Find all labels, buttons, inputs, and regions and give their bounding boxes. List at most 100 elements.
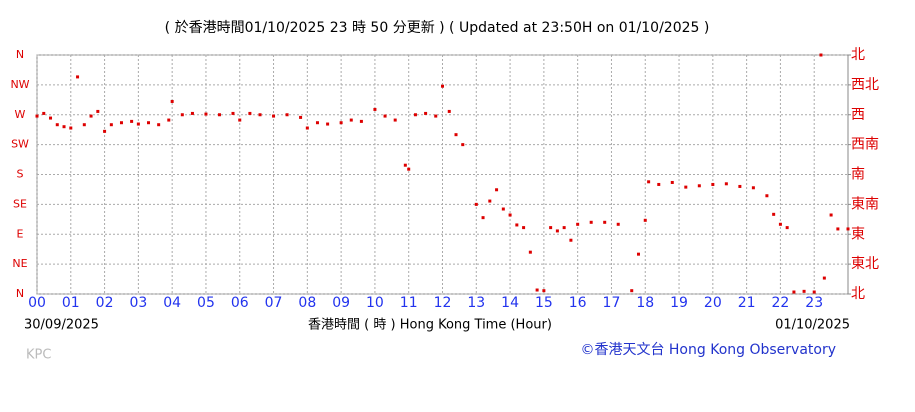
y-tick-label: N <box>16 287 24 300</box>
point <box>549 226 553 230</box>
x-tick-label: 05 <box>197 295 215 311</box>
point <box>42 111 46 115</box>
point <box>55 123 59 127</box>
y2-tick-label: 西南 <box>851 137 879 153</box>
point <box>157 123 161 127</box>
point <box>515 223 519 227</box>
x-tick-label: 22 <box>772 295 790 311</box>
point <box>103 129 107 133</box>
point <box>82 123 86 127</box>
point <box>792 290 796 294</box>
y2-tick-label: 南 <box>851 167 865 183</box>
point <box>413 113 417 117</box>
point <box>636 252 640 256</box>
y-tick-label: NE <box>12 257 27 270</box>
station-code: KPC <box>26 348 51 363</box>
point <box>89 114 93 118</box>
point <box>836 227 840 231</box>
point <box>711 182 715 186</box>
x-tick-label: 03 <box>129 295 147 311</box>
point <box>170 99 174 103</box>
point <box>751 186 755 190</box>
point <box>822 276 826 280</box>
point <box>167 118 171 122</box>
point <box>76 75 80 79</box>
point <box>647 180 651 184</box>
point <box>299 115 303 119</box>
x-tick-label: 04 <box>163 295 181 311</box>
point <box>785 226 789 230</box>
point <box>434 114 438 118</box>
point <box>562 226 566 230</box>
y2-tick-label: 東 <box>851 226 865 242</box>
point <box>684 185 688 189</box>
point <box>403 163 407 167</box>
x-tick-label: 19 <box>670 295 688 311</box>
point <box>542 289 546 293</box>
point <box>474 202 478 206</box>
point <box>454 133 458 137</box>
point <box>190 111 194 115</box>
point <box>481 216 485 220</box>
point <box>829 213 833 217</box>
point <box>576 222 580 226</box>
x-tick-label: 11 <box>400 295 418 311</box>
x-tick-label: 00 <box>28 295 46 311</box>
end-date: 01/10/2025 <box>775 318 850 333</box>
start-date: 30/09/2025 <box>24 318 99 333</box>
x-tick-label: 20 <box>704 295 722 311</box>
point <box>738 184 742 188</box>
x-tick-label: 16 <box>569 295 587 311</box>
point <box>603 220 607 224</box>
point <box>424 111 428 115</box>
point <box>248 111 252 115</box>
point <box>812 290 816 294</box>
point <box>488 199 492 203</box>
point <box>49 116 53 120</box>
point <box>136 122 140 126</box>
x-tick-label: 21 <box>738 295 756 311</box>
point <box>772 212 776 216</box>
y-tick-label: SW <box>11 138 29 151</box>
point <box>630 289 634 293</box>
point <box>217 113 221 117</box>
point <box>819 53 823 57</box>
x-tick-label: 09 <box>332 295 350 311</box>
point <box>96 109 100 113</box>
y2-tick-label: 西北 <box>851 77 879 93</box>
point <box>495 188 499 192</box>
point <box>643 218 647 222</box>
point <box>147 121 151 125</box>
y-tick-label: N <box>16 48 24 61</box>
point <box>765 194 769 198</box>
x-tick-label: 10 <box>366 295 384 311</box>
point <box>657 182 661 186</box>
x-tick-label: 06 <box>231 295 249 311</box>
x-tick-label: 17 <box>603 295 621 311</box>
chart-title: ( 於香港時間01/10/2025 23 時 50 分更新 ) ( Update… <box>165 20 710 36</box>
point <box>778 222 782 226</box>
point <box>305 126 309 130</box>
y2-tick-label: 東南 <box>851 196 879 212</box>
x-axis-label: 香港時間 ( 時 ) Hong Kong Time (Hour) <box>308 318 552 333</box>
point <box>535 288 539 292</box>
point <box>724 182 728 186</box>
point <box>69 126 73 130</box>
point <box>393 118 397 122</box>
point <box>407 167 411 171</box>
point <box>204 112 208 116</box>
point <box>670 180 674 184</box>
point <box>528 250 532 254</box>
point <box>62 125 66 129</box>
point <box>180 113 184 117</box>
credit: ©香港天文台 Hong Kong Observatory <box>580 342 836 358</box>
point <box>238 118 242 122</box>
point <box>339 121 343 125</box>
point <box>315 121 319 125</box>
y-tick-label: SE <box>13 197 27 210</box>
point <box>326 122 330 126</box>
x-tick-label: 14 <box>501 295 519 311</box>
point <box>802 289 806 293</box>
y2-tick-label: 東北 <box>851 256 879 272</box>
